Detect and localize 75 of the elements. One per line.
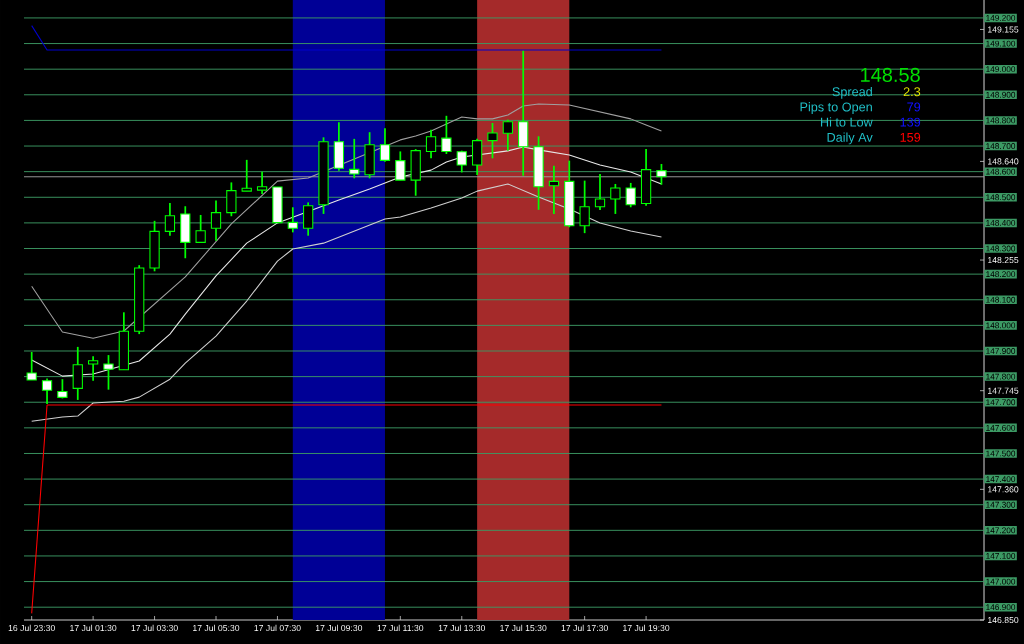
candlestick xyxy=(256,170,268,195)
annotation: 139 xyxy=(900,117,921,127)
candlestick xyxy=(425,128,437,160)
ref-line-label: 149.100 xyxy=(986,40,1016,47)
candlestick xyxy=(656,163,667,186)
ref-line-label: 147.900 xyxy=(986,348,1016,354)
candlestick xyxy=(487,122,498,160)
candlestick xyxy=(379,127,391,163)
y-tick-label: 148.255 xyxy=(988,256,1019,264)
ref-line-label: 147.000 xyxy=(986,578,1016,585)
x-tick-label: 17 Jul 13:30 xyxy=(438,624,486,632)
ref-line-label: 146.900 xyxy=(986,604,1016,611)
ref-line-label: 148.600 xyxy=(986,168,1016,175)
ref-line-label: 148.200 xyxy=(986,271,1016,278)
candlestick xyxy=(441,114,452,155)
candlestick xyxy=(226,181,237,218)
x-tick-label: 17 Jul 11:30 xyxy=(377,624,424,632)
ref-line-label: 147.500 xyxy=(986,450,1016,457)
x-tick-label: 16 Jul 23:30 xyxy=(8,624,55,632)
candlestick xyxy=(579,179,590,235)
x-tick-label: 17 Jul 03:30 xyxy=(131,624,178,632)
ref-line-label: 147.300 xyxy=(986,501,1016,508)
candlestick xyxy=(87,355,99,382)
ref-line-label: 148.500 xyxy=(986,194,1016,201)
candlestick xyxy=(241,159,252,192)
ref-line-label: 148.300 xyxy=(986,245,1016,252)
candlestick xyxy=(26,351,37,381)
candlestick xyxy=(349,137,360,180)
y-tick-label: 146.850 xyxy=(988,616,1019,624)
ref-line-label: 148.000 xyxy=(986,322,1016,329)
candlestick xyxy=(548,164,560,215)
candlestick xyxy=(610,183,621,215)
ref-line-label: 149.200 xyxy=(986,15,1016,21)
ref-line-label: 147.700 xyxy=(986,399,1016,406)
ref-line-label: 147.400 xyxy=(986,476,1016,483)
x-tick-label: 17 Jul 07:30 xyxy=(254,624,301,632)
annotation: 2.3 xyxy=(903,87,921,97)
candlestick xyxy=(41,377,53,405)
candlestick xyxy=(594,173,606,211)
candlestick xyxy=(195,214,206,244)
ref-line-label: 148.100 xyxy=(986,296,1016,303)
y-tick-label: 147.360 xyxy=(988,486,1019,493)
candlestick xyxy=(625,182,636,209)
ref-line-label: 148.800 xyxy=(986,117,1016,124)
ref-line-label: 148.400 xyxy=(986,219,1016,226)
candlestick xyxy=(103,354,114,391)
ref-line-label: 147.200 xyxy=(986,527,1016,534)
annotation: 159 xyxy=(900,132,921,142)
candlestick xyxy=(72,346,83,401)
x-tick-label: 17 Jul 19:30 xyxy=(623,624,670,632)
candlestick xyxy=(502,118,513,152)
annotation: 148.58 xyxy=(861,67,920,83)
ref-line-label: 149.000 xyxy=(986,66,1016,73)
x-tick-label: 17 Jul 17:30 xyxy=(561,624,608,632)
candlestick xyxy=(303,201,314,237)
x-tick-label: 17 Jul 09:30 xyxy=(315,624,363,632)
candlestick xyxy=(164,202,176,237)
annotation: 79 xyxy=(907,102,921,112)
ref-line-label: 147.800 xyxy=(986,373,1016,380)
x-tick-label: 17 Jul 05:30 xyxy=(193,624,240,632)
ref-line-label: 147.600 xyxy=(986,424,1016,431)
candlestick xyxy=(210,199,222,242)
candlestick xyxy=(395,150,406,181)
y-tick-label: 148.640 xyxy=(988,158,1019,165)
ref-line-label: 147.100 xyxy=(986,553,1016,559)
annotation: Spread xyxy=(832,86,872,99)
y-tick-label: 149.155 xyxy=(988,26,1019,33)
ref-line-label: 148.700 xyxy=(986,143,1016,149)
candlestick xyxy=(287,206,298,234)
x-tick-label: 17 Jul 01:30 xyxy=(70,624,117,632)
annotation: Daily Av xyxy=(827,132,873,145)
annotation: Pips to Open xyxy=(800,102,872,114)
y-tick-label: 147.745 xyxy=(988,387,1019,394)
x-tick-label: 17 Jul 15:30 xyxy=(500,624,547,632)
ref-line-label: 148.900 xyxy=(986,91,1016,98)
